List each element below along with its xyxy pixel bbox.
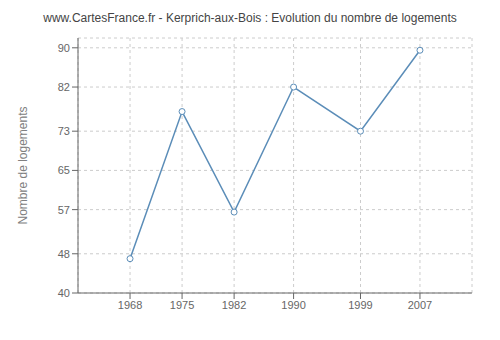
svg-text:40: 40: [58, 287, 70, 299]
svg-text:2007: 2007: [408, 299, 432, 311]
svg-text:1990: 1990: [281, 299, 305, 311]
svg-text:57: 57: [58, 204, 70, 216]
svg-text:1982: 1982: [222, 299, 246, 311]
svg-text:Nombre de logements: Nombre de logements: [16, 106, 30, 224]
html-text:www.CartesFrance.fr - Kerprich: www.CartesFrance.fr - Kerprich-aux-Bois …: [43, 11, 457, 25]
svg-text:73: 73: [58, 125, 70, 137]
svg-text:1968: 1968: [118, 299, 142, 311]
svg-text:1999: 1999: [348, 299, 372, 311]
svg-text:65: 65: [58, 164, 70, 176]
svg-text:82: 82: [58, 81, 70, 93]
svg-text:48: 48: [58, 248, 70, 260]
svg-text:1975: 1975: [170, 299, 194, 311]
svg-text:90: 90: [58, 42, 70, 54]
